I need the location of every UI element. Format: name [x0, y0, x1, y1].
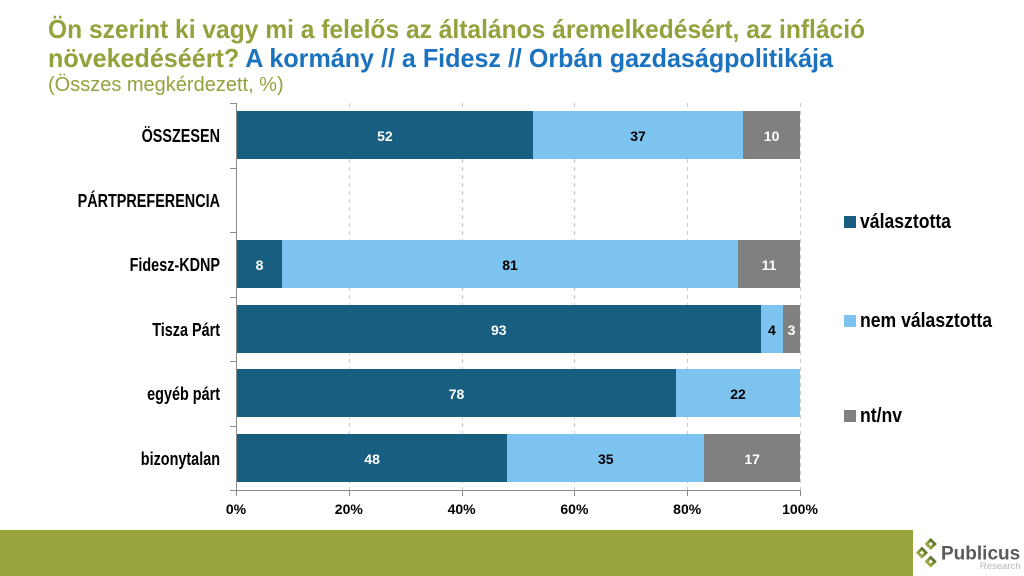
svg-text:Publicus: Publicus [941, 544, 1020, 565]
svg-text:Research: Research [980, 561, 1021, 572]
